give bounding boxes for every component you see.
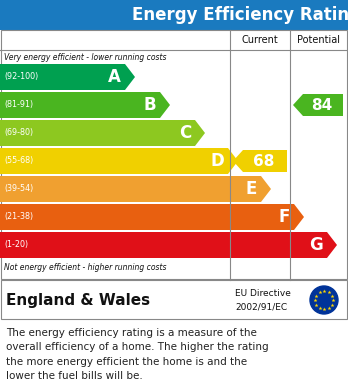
Polygon shape: [0, 64, 135, 90]
Text: Very energy efficient - lower running costs: Very energy efficient - lower running co…: [4, 54, 166, 63]
Circle shape: [310, 286, 338, 314]
Text: Current: Current: [242, 35, 278, 45]
Polygon shape: [233, 150, 287, 172]
Polygon shape: [0, 204, 304, 230]
Text: 68: 68: [253, 154, 275, 169]
Polygon shape: [0, 92, 170, 118]
Bar: [1, 280, 347, 319]
Polygon shape: [0, 176, 271, 202]
Text: (1-20): (1-20): [4, 240, 28, 249]
Text: A: A: [108, 68, 121, 86]
Text: 2002/91/EC: 2002/91/EC: [235, 303, 287, 312]
Text: F: F: [279, 208, 290, 226]
Text: Energy Efficiency Rating: Energy Efficiency Rating: [132, 6, 348, 24]
Text: Potential: Potential: [298, 35, 340, 45]
Text: (92-100): (92-100): [4, 72, 38, 81]
Text: (39-54): (39-54): [4, 185, 33, 194]
Text: The energy efficiency rating is a measure of the
overall efficiency of a home. T: The energy efficiency rating is a measur…: [6, 328, 269, 381]
Text: D: D: [210, 152, 224, 170]
Text: B: B: [143, 96, 156, 114]
Bar: [1, 30, 347, 279]
Text: C: C: [179, 124, 191, 142]
Text: (69-80): (69-80): [4, 129, 33, 138]
Polygon shape: [293, 94, 343, 116]
Polygon shape: [0, 120, 205, 146]
Text: (81-91): (81-91): [4, 100, 33, 109]
Polygon shape: [0, 148, 238, 174]
Text: Not energy efficient - higher running costs: Not energy efficient - higher running co…: [4, 262, 166, 271]
Text: 84: 84: [311, 97, 333, 113]
Text: EU Directive: EU Directive: [235, 289, 291, 298]
Text: (21-38): (21-38): [4, 212, 33, 221]
Text: E: E: [246, 180, 257, 198]
Text: England & Wales: England & Wales: [6, 292, 150, 307]
Text: (55-68): (55-68): [4, 156, 33, 165]
Bar: [0, 0, 348, 30]
Text: G: G: [309, 236, 323, 254]
Polygon shape: [0, 232, 337, 258]
